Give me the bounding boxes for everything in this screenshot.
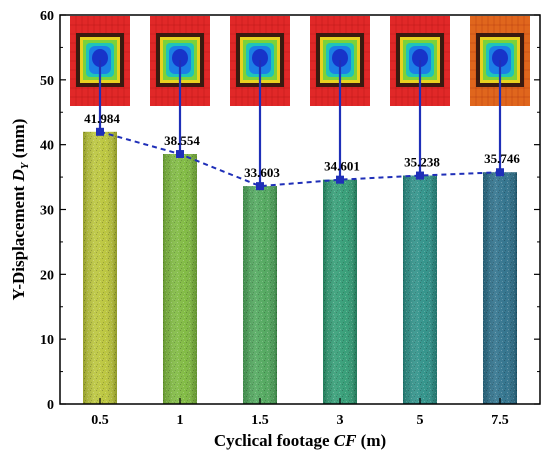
y-axis-title-suffix: (mm) <box>9 119 28 163</box>
bar-shade <box>83 131 117 405</box>
line-overlay <box>96 127 504 191</box>
y-tick-label: 50 <box>40 74 54 89</box>
y-tick-label: 40 <box>40 139 54 154</box>
x-axis-title-text: Cyclical footage <box>214 431 334 450</box>
y-axis-title: Y-Displacement DY (mm) <box>9 119 31 301</box>
y-tick-label: 20 <box>40 268 54 283</box>
data-point <box>496 168 504 177</box>
x-tick-label: 5 <box>417 413 424 428</box>
bar-shade <box>163 154 197 404</box>
x-tick-label: 1.5 <box>251 413 269 428</box>
data-point <box>96 127 104 136</box>
bar-shade <box>243 186 277 404</box>
data-label: 35.746 <box>484 151 520 166</box>
inset-core <box>172 49 188 67</box>
contour-insets <box>70 16 530 106</box>
data-label: 41.984 <box>84 111 120 126</box>
connector-lines <box>98 60 502 187</box>
bars <box>83 131 517 405</box>
y-tick-label: 60 <box>40 9 54 24</box>
axes: 0 10 20 30 40 50 60 0.5 1 1.5 3 5 7.5 Cyclical footag… <box>9 9 541 450</box>
inset-core <box>92 49 108 67</box>
data-label: 33.603 <box>244 165 280 180</box>
data-label: 34.601 <box>324 159 360 174</box>
inset-core <box>412 49 428 67</box>
bar-shade <box>403 175 437 404</box>
bar-shade <box>483 172 517 404</box>
data-point <box>336 175 344 184</box>
data-labels: 41.984 38.554 33.603 34.601 35.238 35.746 <box>84 111 520 180</box>
y-axis-title-subscript: Y <box>19 161 31 169</box>
x-tick-label: 7.5 <box>491 413 509 428</box>
x-tick-label: 3 <box>337 413 344 428</box>
y-tick-label: 10 <box>40 333 54 348</box>
y-tick-label: 30 <box>40 204 54 219</box>
y-tick-label: 0 <box>47 398 54 413</box>
inset-core <box>492 49 508 67</box>
data-point <box>416 171 424 180</box>
data-label: 35.238 <box>404 155 440 170</box>
y-axis-title-italic: D <box>9 169 28 182</box>
series-line <box>99 130 501 188</box>
x-tick-label: 1 <box>177 413 184 428</box>
data-point <box>256 182 264 191</box>
x-axis-title-italic: CF <box>334 431 357 450</box>
data-point <box>176 150 184 159</box>
inset-core <box>252 49 268 67</box>
y-axis-title-text: Y-Displacement <box>9 182 28 301</box>
inset-core <box>332 49 348 67</box>
plot-frame <box>59 14 541 405</box>
bar-shade <box>323 179 357 404</box>
x-axis-title: Cyclical footage CF (m) <box>214 431 386 450</box>
contour-inset <box>230 16 290 106</box>
data-label: 38.554 <box>164 133 200 148</box>
x-axis-title-suffix: (m) <box>356 431 386 450</box>
x-tick-label: 0.5 <box>91 413 109 428</box>
